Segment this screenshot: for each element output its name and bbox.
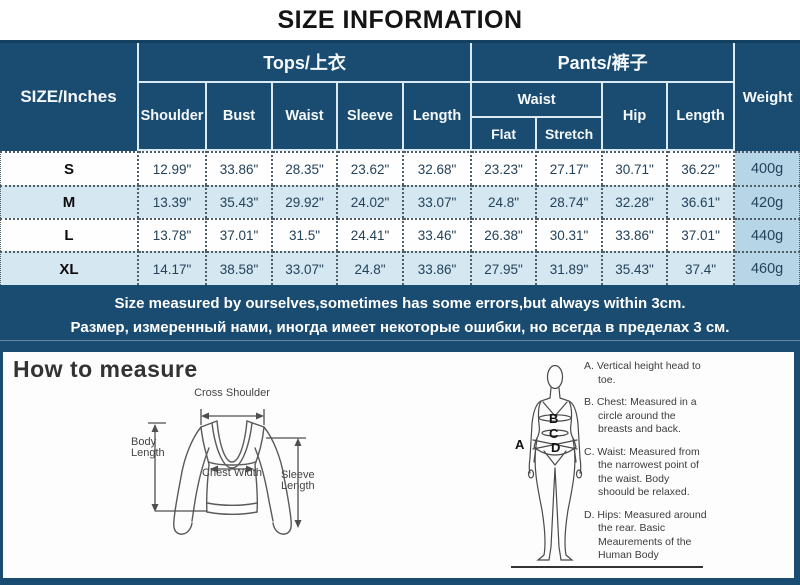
cell: 24.02"	[338, 185, 404, 218]
annotation-a: A. Vertical height head to toe.	[584, 360, 701, 386]
cell: 24.8"	[338, 251, 404, 285]
cell: 36.61"	[668, 185, 736, 218]
size-label: S	[0, 151, 139, 185]
page-title: SIZE INFORMATION	[277, 5, 523, 34]
weight-cell: 420g	[735, 185, 800, 218]
annotation-b: B. Chest: Measured in a circle around th…	[584, 396, 697, 435]
letter-b: B	[549, 411, 558, 426]
cell: 33.07"	[404, 185, 473, 218]
weight-header: Weight	[735, 43, 800, 151]
col-header-waist-pants: Waist	[472, 83, 604, 118]
measure-annotations: A. Vertical height head to toe. B. Chest…	[584, 360, 708, 572]
table-row-m: M 13.39" 35.43" 29.92" 24.02" 33.07" 24.…	[0, 185, 800, 218]
annotation-c: C. Waist: Measured from the narrowest po…	[584, 445, 700, 499]
cell: 32.68"	[404, 151, 473, 185]
cell: 24.8"	[472, 185, 538, 218]
cell: 31.89"	[537, 251, 604, 285]
pants-group-header: Pants/裤子	[472, 43, 736, 83]
measure-arrows	[148, 409, 306, 524]
table-row-xl: XL 14.17" 38.58" 33.07" 24.8" 33.86" 27.…	[0, 251, 800, 285]
cell: 13.39"	[139, 185, 207, 218]
table-row-s: S 12.99" 33.86" 28.35" 23.62" 32.68" 23.…	[0, 151, 800, 185]
cell: 31.5"	[273, 218, 338, 251]
letter-a: A	[515, 437, 525, 452]
cell: 33.86"	[207, 151, 273, 185]
how-to-measure-heading: How to measure	[13, 356, 198, 382]
cell: 33.86"	[603, 218, 669, 251]
letter-d: D	[551, 440, 560, 455]
size-label: L	[0, 218, 139, 251]
cell: 13.78"	[139, 218, 207, 251]
cell: 38.58"	[207, 251, 273, 285]
figure-letters: A B C D	[515, 411, 560, 455]
cell: 37.01"	[668, 218, 736, 251]
arrow-heads	[151, 412, 302, 528]
col-header-bust: Bust	[207, 83, 273, 151]
cell: 28.74"	[537, 185, 604, 218]
cell: 29.92"	[273, 185, 338, 218]
cell: 27.95"	[472, 251, 538, 285]
label-cross-shoulder: Cross Shoulder	[194, 387, 270, 399]
weight-cell: 400g	[735, 151, 800, 185]
label-body-length: Body Length	[131, 436, 165, 459]
cell: 30.31"	[537, 218, 604, 251]
corner-header: SIZE/Inches	[0, 43, 139, 151]
measure-diagram-art: A B C D	[148, 364, 703, 568]
cell: 32.28"	[603, 185, 669, 218]
col-header-length-tops: Length	[404, 83, 473, 151]
cell: 35.43"	[603, 251, 669, 285]
cell: 12.99"	[139, 151, 207, 185]
cell: 37.4"	[668, 251, 736, 285]
note-line-en: Size measured by ourselves,sometimes has…	[114, 295, 686, 312]
cell: 33.86"	[404, 251, 473, 285]
col-header-waist-stretch: Stretch	[537, 118, 604, 151]
cell: 23.62"	[338, 151, 404, 185]
col-header-hip: Hip	[603, 83, 669, 151]
col-header-shoulder: Shoulder	[139, 83, 207, 151]
table-row-l: L 13.78" 37.01" 31.5" 24.41" 33.46" 26.3…	[0, 218, 800, 251]
cell: 33.46"	[404, 218, 473, 251]
how-to-measure-section: How to measure	[0, 341, 800, 585]
col-header-waist-tops: Waist	[273, 83, 338, 151]
size-table: SIZE/Inches Tops/上衣 Pants/裤子 Weight Shou…	[0, 43, 800, 285]
cell: 14.17"	[139, 251, 207, 285]
label-chest-width: Chest Width	[202, 467, 262, 479]
letter-c: C	[549, 426, 559, 441]
weight-cell: 460g	[735, 251, 800, 285]
col-header-sleeve: Sleeve	[338, 83, 404, 151]
garment-diagram	[173, 420, 292, 535]
cell: 26.38"	[472, 218, 538, 251]
weight-cell: 440g	[735, 218, 800, 251]
cell: 28.35"	[273, 151, 338, 185]
cell: 24.41"	[338, 218, 404, 251]
cell: 36.22"	[668, 151, 736, 185]
cell: 23.23"	[472, 151, 538, 185]
col-header-waist-flat: Flat	[472, 118, 538, 151]
cell: 30.71"	[603, 151, 669, 185]
cell: 37.01"	[207, 218, 273, 251]
size-label: XL	[0, 251, 139, 285]
cell: 35.43"	[207, 185, 273, 218]
body-figure	[527, 364, 583, 561]
col-header-length-pants: Length	[668, 83, 736, 151]
label-sleeve-length: Sleeve Length	[281, 469, 315, 492]
measurement-note-banner: Size measured by ourselves,sometimes has…	[0, 285, 800, 341]
cell: 33.07"	[273, 251, 338, 285]
tops-group-header: Tops/上衣	[139, 43, 473, 83]
title-divider	[0, 40, 800, 43]
size-label: M	[0, 185, 139, 218]
annotation-d: D. Hips: Measured around the rear. Basic…	[584, 508, 707, 562]
cell: 27.17"	[537, 151, 604, 185]
note-line-ru: Размер, измеренный нами, иногда имеет не…	[70, 319, 730, 336]
